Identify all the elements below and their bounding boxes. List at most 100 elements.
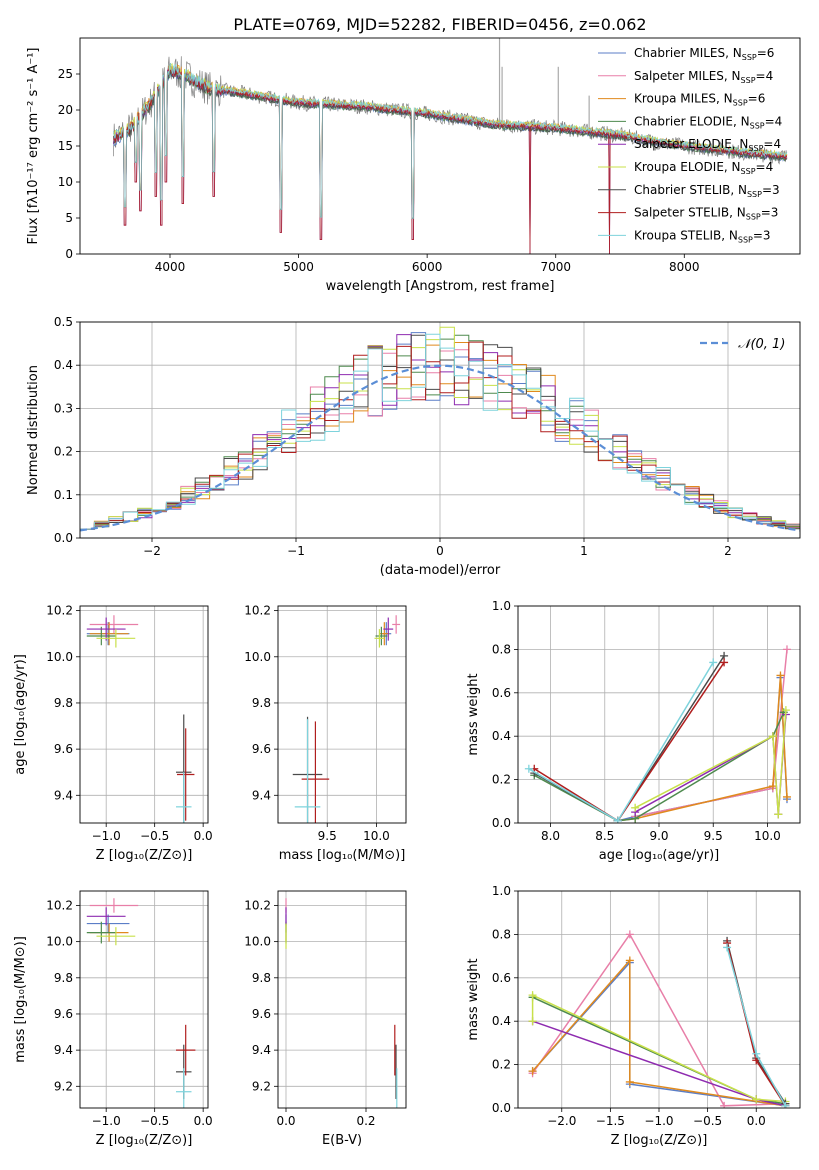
- point-chabrier-elodie: [86, 921, 116, 944]
- y-tick-label: 9.6: [252, 1007, 271, 1021]
- plot-area: [86, 898, 196, 1108]
- point-kroupa-stelib: [176, 772, 192, 823]
- point-marker: [768, 782, 777, 791]
- y-tick-label: 0.0: [492, 1101, 511, 1115]
- grid: [278, 891, 406, 1108]
- y-tick-label: 10: [58, 175, 73, 189]
- y-axis-label: mass weight: [466, 673, 481, 755]
- series-line: [533, 661, 725, 822]
- point-marker: [528, 1067, 537, 1076]
- point-marker: [720, 1101, 729, 1108]
- x-tick-label: −1.0: [644, 1114, 673, 1128]
- point-marker: [709, 658, 718, 667]
- grid: [278, 606, 406, 823]
- x-tick-label: 0.2: [356, 1114, 375, 1128]
- y-axis-label: mass weight: [466, 958, 481, 1040]
- y-tick-label: 9.4: [54, 788, 73, 802]
- legend-label: Salpeter STELIB, NSSP=3: [634, 206, 778, 222]
- point-marker: [631, 803, 640, 812]
- point-marker: [782, 645, 791, 654]
- y-tick-label: 9.6: [54, 742, 73, 756]
- point-marker: [774, 810, 783, 819]
- x-tick-label: 8.5: [595, 829, 614, 843]
- series-line: [634, 714, 787, 815]
- x-axis-label: (data-model)/error: [380, 563, 501, 578]
- hist-kroupa-stelib: [80, 333, 800, 530]
- x-tick-label: 0.0: [194, 1114, 213, 1128]
- point-marker: [752, 1049, 761, 1058]
- y-tick-label: 9.2: [54, 1079, 73, 1093]
- point-kroupa-stelib: [294, 719, 321, 823]
- legend-label: 𝒩(0, 1): [738, 337, 785, 352]
- point-salpeter-miles: [89, 615, 139, 634]
- panel-mass_weight_vs_age: 8.0 8.5 9.0 9.5 10.0 0.0 0.2 0.4 0.6 0.8 1.0 age [l…: [466, 599, 801, 863]
- point-salpeter-stelib: [301, 721, 330, 823]
- series-salpeter-stelib: [530, 658, 729, 823]
- series-line: [532, 958, 786, 1107]
- x-tick-label: 0.0: [747, 1114, 766, 1128]
- point-marker: [723, 943, 732, 952]
- axes-frame: [79, 605, 209, 824]
- point-marker: [781, 1101, 790, 1108]
- point-marker: [625, 956, 634, 965]
- point-kroupa-miles: [89, 622, 129, 646]
- y-tick-label: 10.2: [244, 898, 271, 912]
- y-tick-label: 0.8: [492, 642, 511, 656]
- y-tick-label: 9.8: [54, 971, 73, 985]
- x-tick-label: 9.5: [704, 829, 723, 843]
- y-axis-label: age [log₁₀(age/yr)]: [13, 654, 28, 775]
- legend-label: Kroupa ELODIE, NSSP=4: [634, 160, 773, 176]
- x-tick-label: −1.0: [92, 1114, 121, 1128]
- axes-frame: [277, 605, 407, 824]
- point-salpeter-elodie: [86, 907, 126, 926]
- axes-frame: [79, 321, 801, 539]
- y-tick-label: 0.2: [54, 445, 73, 459]
- x-tick-label: 1: [580, 544, 588, 558]
- y-tick-label: 10.0: [244, 935, 271, 949]
- point-chabrier-elodie: [86, 626, 116, 646]
- series-line: [617, 675, 788, 822]
- series-line: [533, 655, 725, 822]
- point-marker: [613, 816, 622, 823]
- x-tick-label: −1.5: [596, 1114, 625, 1128]
- y-tick-label: 0.2: [492, 773, 511, 787]
- point-kroupa-elodie: [374, 629, 385, 648]
- series-line: [531, 932, 786, 1107]
- x-tick-label: −0.5: [140, 1114, 169, 1128]
- x-axis-label: mass [log₁₀(M/M⊙)]: [279, 848, 406, 863]
- point-marker: [524, 764, 533, 773]
- x-tick-label: 9.0: [649, 829, 668, 843]
- legend-label: Salpeter ELODIE, NSSP=4: [634, 137, 781, 153]
- plot-area: [292, 615, 401, 823]
- y-tick-label: 0.3: [54, 401, 73, 415]
- point-marker: [752, 1095, 761, 1104]
- point-salpeter-stelib: [176, 1024, 196, 1076]
- y-tick-label: 20: [58, 103, 73, 117]
- x-tick-label: 0: [436, 544, 444, 558]
- x-axis-label: Z [log₁₀(Z/Z⊙)]: [96, 1133, 193, 1148]
- x-tick-label: 8000: [669, 260, 700, 274]
- plot-area: [285, 898, 398, 1108]
- y-tick-label: 9.8: [252, 696, 271, 710]
- x-tick-label: 6000: [412, 260, 443, 274]
- legend-label: Chabrier STELIB, NSSP=3: [634, 183, 780, 199]
- axes-frame: [517, 605, 801, 824]
- x-tick-label: 10.0: [754, 829, 781, 843]
- legend-label: Salpeter MILES, NSSP=4: [634, 69, 773, 85]
- y-tick-label: 0.4: [492, 729, 511, 743]
- y-tick-label: 10.2: [244, 604, 271, 618]
- panel-age_vs_mass: 9.5 10.0 9.4 9.6 9.8 10.0 10.2 mass [log₁₀(M/M⊙…: [244, 604, 407, 863]
- series-kroupa-elodie: [631, 706, 790, 819]
- x-tick-label: 10.0: [363, 829, 390, 843]
- y-tick-label: 0.4: [54, 358, 73, 372]
- series-line: [528, 662, 714, 822]
- plot-area: [524, 645, 791, 823]
- x-tick-label: 2: [724, 544, 732, 558]
- series-kroupa-stelib: [524, 658, 718, 823]
- x-tick-label: 0.0: [194, 829, 213, 843]
- point-marker: [625, 1077, 634, 1086]
- series-kroupa-stelib: [723, 943, 790, 1108]
- point-marker: [720, 658, 729, 667]
- point-marker: [776, 671, 785, 680]
